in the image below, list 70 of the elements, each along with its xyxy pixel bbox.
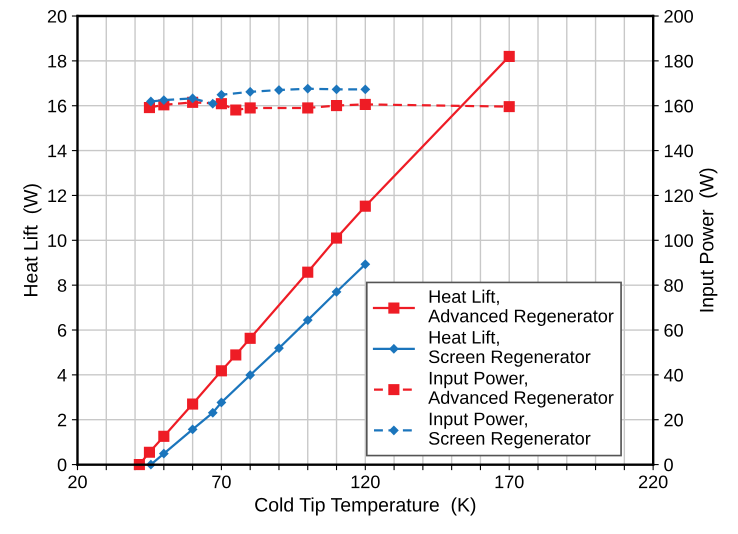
x-tick-label: 170 xyxy=(496,475,524,488)
point xyxy=(332,84,342,94)
y2-tick-label: 0 xyxy=(664,458,673,472)
legend-label: Input Power, Screen Regenerator xyxy=(428,412,590,448)
point xyxy=(504,101,515,112)
x-tick-label: 120 xyxy=(352,475,380,488)
legend-label: Heat Lift, Screen Regenerator xyxy=(428,330,590,367)
legend-label: Input Power, Advanced Regenerator xyxy=(428,372,614,408)
y-tick-label: 2 xyxy=(58,414,66,426)
x-axis-title: Cold Tip Temperature (K) xyxy=(255,497,476,516)
y2-tick-label: 180 xyxy=(664,54,693,68)
y2-tick-label: 200 xyxy=(664,10,693,23)
point xyxy=(302,102,314,114)
point xyxy=(188,94,198,103)
point xyxy=(303,84,312,94)
point xyxy=(244,102,256,114)
point xyxy=(216,98,227,110)
y2-tick-label: 120 xyxy=(664,189,693,202)
y2-tick-label: 40 xyxy=(664,368,683,382)
point xyxy=(216,365,227,376)
y-tick-label: 4 xyxy=(57,368,67,382)
y2-tick-label: 20 xyxy=(664,414,683,426)
legend-label: Heat Lift, Advanced Regenerator xyxy=(428,290,614,326)
point xyxy=(158,430,170,442)
point xyxy=(274,85,284,95)
y2-tick-label: 160 xyxy=(664,100,693,112)
y-tick-label: 10 xyxy=(48,234,66,248)
point xyxy=(332,287,342,297)
point xyxy=(216,90,226,100)
y2-axis-title: Input Power (W) xyxy=(699,168,718,312)
x-tick-label: 70 xyxy=(212,475,231,488)
point xyxy=(360,260,370,269)
point xyxy=(159,96,168,105)
point xyxy=(188,424,198,434)
point xyxy=(144,446,155,458)
point xyxy=(360,98,371,110)
point xyxy=(246,370,255,380)
point xyxy=(246,87,255,96)
point xyxy=(208,99,218,108)
point xyxy=(302,266,314,278)
y2-tick-label: 140 xyxy=(664,144,693,158)
y-tick-label: 12 xyxy=(48,189,66,202)
point xyxy=(208,408,218,418)
y-tick-label: 14 xyxy=(48,144,67,158)
point xyxy=(187,398,198,410)
y-tick-label: 6 xyxy=(58,324,66,337)
y-tick-label: 18 xyxy=(48,54,66,68)
point xyxy=(360,200,371,212)
y-axis-title: Heat Lift (W) xyxy=(23,184,42,296)
point xyxy=(244,332,256,344)
point xyxy=(504,50,515,62)
y-tick-label: 8 xyxy=(58,279,66,292)
y-tick-label: 16 xyxy=(48,100,66,112)
point xyxy=(146,96,156,106)
point xyxy=(274,344,284,353)
y2-tick-label: 80 xyxy=(664,279,683,292)
y-tick-label: 20 xyxy=(48,10,66,23)
point xyxy=(330,232,342,244)
y2-tick-label: 100 xyxy=(664,234,693,248)
y2-tick-label: 60 xyxy=(664,324,683,337)
point xyxy=(303,316,312,325)
point xyxy=(159,448,168,458)
x-tick-label: 220 xyxy=(638,475,668,488)
point xyxy=(230,349,242,360)
y-tick-label: 0 xyxy=(58,458,66,472)
point xyxy=(360,84,370,94)
point xyxy=(230,104,242,116)
point xyxy=(330,100,342,112)
x-tick-label: 20 xyxy=(68,475,87,488)
point xyxy=(216,398,226,408)
